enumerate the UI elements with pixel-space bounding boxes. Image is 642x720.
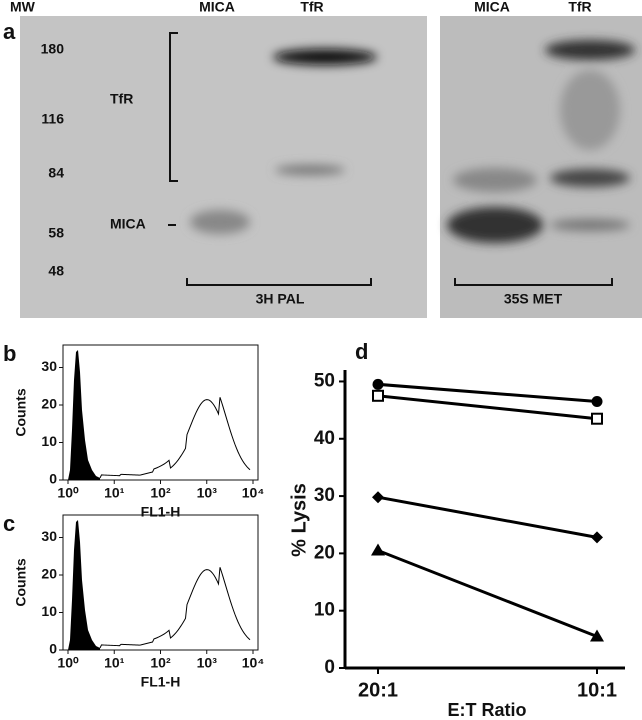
panel-letter: d xyxy=(355,339,368,364)
y-tick-label: 10 xyxy=(41,603,57,619)
y-tick-label: 30 xyxy=(41,528,57,544)
y-tick-label: 40 xyxy=(314,428,335,449)
y-axis-label: Counts xyxy=(13,388,29,436)
gel-label: 35S MET xyxy=(504,291,563,307)
x-tick-label: 10:1 xyxy=(577,679,617,701)
x-axis-label: FL1-H xyxy=(141,674,181,690)
bracket xyxy=(186,278,372,286)
series-line xyxy=(377,382,598,404)
panel-letter: b xyxy=(3,341,16,366)
x-tick-label: 20:1 xyxy=(358,679,398,701)
panel-letter: c xyxy=(3,511,15,536)
mw-marker: 58 xyxy=(48,225,64,241)
x-tick-label: 10² xyxy=(150,655,171,671)
lane-label: MICA xyxy=(199,0,235,15)
gel-label: 3H PAL xyxy=(256,291,305,307)
bracket xyxy=(454,278,613,286)
series-line xyxy=(377,495,598,539)
x-tick-label: 10² xyxy=(150,485,171,501)
x-axis-label: FL1-H xyxy=(141,504,181,520)
gel-left xyxy=(20,16,427,318)
lane-label: MICA xyxy=(474,0,510,15)
marker xyxy=(591,531,603,544)
y-tick-label: 0 xyxy=(49,641,57,657)
panel-letter: a xyxy=(3,19,16,44)
x-tick-label: 10³ xyxy=(197,485,218,501)
histogram-trace xyxy=(99,567,251,649)
mw-marker: 116 xyxy=(41,111,64,127)
marker xyxy=(591,396,603,408)
bracket xyxy=(169,32,178,182)
plot-frame xyxy=(62,514,259,651)
lane-label: TfR xyxy=(300,0,323,15)
x-tick-label: 10⁰ xyxy=(57,485,79,501)
x-tick-label: 10¹ xyxy=(104,655,125,671)
histogram-trace xyxy=(99,397,251,479)
y-tick-label: 20 xyxy=(41,566,57,582)
bracket-label: MICA xyxy=(110,216,146,232)
marker xyxy=(371,543,385,556)
x-tick-label: 10⁴ xyxy=(242,485,265,501)
x-tick-label: 10⁴ xyxy=(242,655,265,671)
gel-bands xyxy=(190,40,635,243)
plot-frame xyxy=(62,344,259,481)
histogram-peak xyxy=(68,520,100,650)
marker xyxy=(372,491,384,504)
y-tick-label: 10 xyxy=(41,433,57,449)
bracket-label: TfR xyxy=(110,91,133,107)
x-tick-label: 10³ xyxy=(197,655,218,671)
y-tick-label: 50 xyxy=(314,370,335,391)
y-tick-label: 0 xyxy=(324,657,335,678)
marker xyxy=(372,378,384,390)
mw-header: MW xyxy=(10,0,36,15)
lane-label: TfR xyxy=(568,0,591,15)
mw-marker: 48 xyxy=(48,263,64,279)
x-axis-label: E:T Ratio xyxy=(448,700,527,720)
y-tick-label: 30 xyxy=(41,358,57,374)
marker xyxy=(372,389,384,402)
y-axis-label: Counts xyxy=(13,558,29,606)
y-axis-label: % Lysis xyxy=(288,483,310,557)
series-line xyxy=(377,549,598,638)
marker xyxy=(591,412,603,425)
y-tick-label: 20 xyxy=(314,542,335,563)
marker xyxy=(590,629,604,642)
y-tick-label: 10 xyxy=(314,600,335,621)
y-tick-label: 20 xyxy=(41,396,57,412)
x-tick-label: 10⁰ xyxy=(57,655,79,671)
series-line xyxy=(377,394,598,421)
gel-right xyxy=(440,16,642,318)
histogram-peak xyxy=(68,350,100,480)
x-tick-label: 10¹ xyxy=(104,485,125,501)
mw-marker: 84 xyxy=(48,165,64,181)
mw-marker: 180 xyxy=(41,41,65,57)
y-tick-label: 0 xyxy=(49,471,57,487)
y-tick-label: 30 xyxy=(314,485,335,506)
